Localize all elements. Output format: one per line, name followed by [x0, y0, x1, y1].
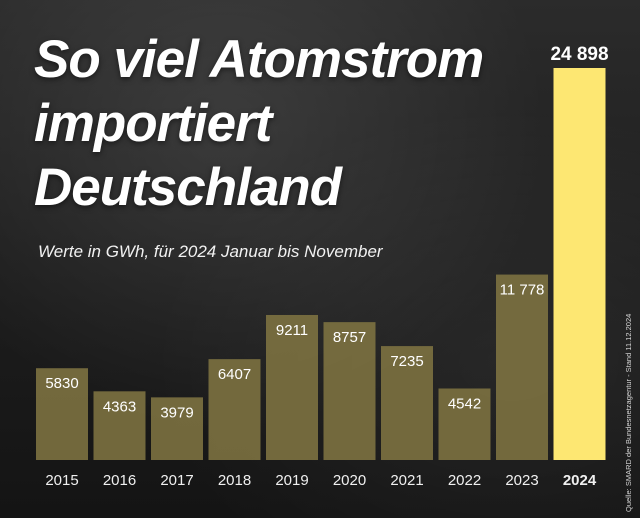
x-tick-label: 2018	[218, 472, 251, 489]
bar-value-label: 6407	[218, 366, 251, 383]
bar-value-label: 5830	[45, 375, 78, 392]
bar-value-label: 11 778	[500, 282, 545, 299]
x-tick-label: 2017	[160, 472, 193, 489]
bar-value-label: 8757	[333, 329, 366, 346]
bar-value-label: 4363	[103, 398, 136, 415]
chart-title-line: So viel Atomstrom	[34, 30, 484, 89]
source-note: Quelle: SMARD der Bundesnetzagentur - St…	[624, 313, 633, 512]
chart-subtitle: Werte in GWh, für 2024 Januar bis Novemb…	[38, 242, 383, 261]
bar-value-label: 3979	[160, 404, 193, 421]
bar-2022	[438, 388, 491, 460]
chart-title-line: importiert	[34, 94, 272, 153]
bar-2015	[36, 368, 88, 460]
bar-2021	[381, 346, 433, 460]
bar-value-label: 4542	[448, 395, 481, 412]
x-tick-label: 2016	[103, 472, 136, 489]
bar-2023	[496, 274, 548, 460]
bar-value-label: 7235	[390, 353, 423, 370]
x-tick-label: 2021	[390, 472, 423, 489]
bar-2024	[553, 68, 606, 460]
chart-title: So viel Atomstrom importiert Deutschland	[34, 28, 484, 220]
bar-2020	[323, 322, 376, 460]
chart-title-line: Deutschland	[34, 158, 342, 217]
x-tick-label: 2015	[45, 472, 78, 489]
x-tick-label: 2023	[505, 472, 538, 489]
bar-2016	[93, 391, 146, 460]
bar-value-label: 24 898	[550, 44, 608, 65]
bar-value-label: 9211	[276, 322, 308, 339]
x-tick-label: 2020	[333, 472, 366, 489]
x-tick-label: 2022	[448, 472, 481, 489]
x-tick-label: 2019	[275, 472, 308, 489]
bar-2018	[208, 359, 261, 460]
bar-2017	[151, 397, 203, 460]
x-tick-label: 2024	[563, 472, 597, 489]
bar-2019	[266, 314, 318, 460]
